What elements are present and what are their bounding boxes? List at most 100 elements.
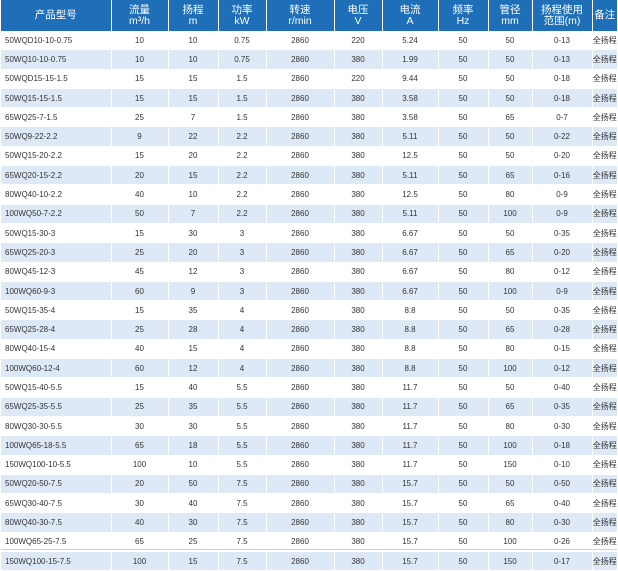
header-row: 产品型号 流量 m³/h 扬程 m 功率 kW 转速 r/min 电压 V 电流 A 频率 Hz 管径 mm 扬程…: [1, 0, 617, 31]
cell-flow: 30: [111, 416, 169, 437]
cell-model: 50WQ15-40-5.5: [1, 377, 112, 398]
column-header-pipe-diameter: 管径 mm: [488, 0, 533, 31]
table-body: 50WQD10-10-0.75 10 10 0.75 2860 220 5.24 50 50 0-…: [1, 31, 617, 571]
cell-remark: 全扬程: [592, 300, 617, 321]
cell-speed: 2860: [266, 281, 335, 302]
cell-voltage: 380: [334, 455, 383, 475]
table-row: 80WQ40-10-2.2 40 10 2.2 2860 380 12.5 50 80 0-9 全扬…: [1, 184, 617, 205]
cell-head: 40: [168, 493, 219, 514]
cell-model: 65WQ30-40-7.5: [1, 493, 112, 514]
cell-head-range: 0-22: [532, 126, 593, 147]
cell-head-range: 0-18: [532, 435, 593, 456]
cell-model: 50WQ15-20-2.2: [1, 146, 112, 167]
column-header-head-unit: m: [188, 14, 198, 27]
cell-voltage: 380: [334, 377, 383, 398]
cell-remark: 全扬程: [592, 184, 617, 205]
table-header: 产品型号 流量 m³/h 扬程 m 功率 kW 转速 r/min 电压 V 电流 A 频率 Hz 管径 mm 扬程…: [1, 0, 617, 31]
cell-power: 7.5: [218, 474, 267, 495]
cell-remark: 全扬程: [592, 532, 617, 553]
column-header-model: 产品型号: [1, 0, 112, 31]
cell-pipe-diameter: 80: [488, 262, 533, 282]
column-header-head-range: 扬程使用 范围(m): [532, 0, 593, 31]
cell-speed: 2860: [266, 146, 335, 167]
cell-speed: 2860: [266, 319, 335, 340]
cell-remark: 全扬程: [592, 262, 617, 282]
cell-speed: 2860: [266, 69, 335, 89]
cell-head: 10: [168, 49, 219, 70]
cell-flow: 20: [111, 474, 169, 495]
cell-head-range: 0-30: [532, 416, 593, 437]
cell-remark: 全扬程: [592, 223, 617, 244]
cell-head: 15: [168, 339, 219, 360]
cell-head: 20: [168, 146, 219, 167]
column-header-model-title: 产品型号: [34, 9, 77, 21]
cell-pipe-diameter: 65: [488, 107, 533, 128]
cell-model: 100WQ50-7-2.2: [1, 204, 112, 224]
cell-pipe-diameter: 150: [488, 455, 533, 475]
cell-current: 5.24: [382, 31, 439, 51]
cell-remark: 全扬程: [592, 455, 617, 475]
cell-flow: 30: [111, 493, 169, 514]
cell-current: 11.7: [382, 455, 439, 475]
cell-head: 7: [168, 107, 219, 128]
cell-head: 35: [168, 300, 219, 321]
cell-voltage: 380: [334, 512, 383, 533]
column-header-speed: 转速 r/min: [266, 0, 335, 31]
table-row: 100WQ65-18-5.5 65 18 5.5 2860 380 11.7 50 100 0-1…: [1, 435, 617, 456]
cell-current: 6.67: [382, 242, 439, 263]
cell-head: 15: [168, 551, 219, 571]
cell-head-range: 0-13: [532, 49, 593, 70]
cell-head: 10: [168, 455, 219, 475]
column-header-frequency: 频率 Hz: [438, 0, 489, 31]
cell-frequency: 50: [438, 146, 489, 167]
cell-current: 12.5: [382, 146, 439, 167]
cell-remark: 全扬程: [592, 377, 617, 398]
cell-head: 30: [168, 512, 219, 533]
cell-current: 15.7: [382, 493, 439, 514]
cell-flow: 15: [111, 69, 169, 89]
cell-model: 50WQ20-50-7.5: [1, 474, 112, 495]
cell-power: 5.5: [218, 455, 267, 475]
cell-flow: 9: [111, 126, 169, 147]
cell-flow: 45: [111, 262, 169, 282]
cell-frequency: 50: [438, 455, 489, 475]
cell-current: 1.99: [382, 49, 439, 70]
table-row: 50WQ15-40-5.5 15 40 5.5 2860 380 11.7 50 50 0-40 全…: [1, 377, 617, 398]
cell-power: 3: [218, 281, 267, 302]
column-header-head: 扬程 m: [168, 0, 219, 31]
cell-remark: 全扬程: [592, 88, 617, 109]
cell-power: 5.5: [218, 397, 267, 417]
cell-flow: 40: [111, 184, 169, 205]
table-row: 80WQ30-30-5.5 30 30 5.5 2860 380 11.7 50 80 0-30 全…: [1, 416, 617, 437]
cell-voltage: 380: [334, 88, 383, 109]
table-bottom-rule: [1, 549, 617, 550]
cell-flow: 65: [111, 532, 169, 553]
cell-remark: 全扬程: [592, 281, 617, 302]
cell-head-range: 0-9: [532, 281, 593, 302]
cell-speed: 2860: [266, 551, 335, 571]
table-row: 50WQ15-30-3 15 30 3 2860 380 6.67 50 50 0-35 全扬程: [1, 223, 617, 244]
cell-flow: 100: [111, 455, 169, 475]
cell-speed: 2860: [266, 300, 335, 321]
cell-model: 50WQ9-22-2.2: [1, 126, 112, 147]
cell-current: 15.7: [382, 532, 439, 553]
cell-pipe-diameter: 50: [488, 223, 533, 244]
cell-pipe-diameter: 50: [488, 146, 533, 167]
column-header-speed-title: 转速: [289, 3, 311, 16]
cell-current: 3.58: [382, 107, 439, 128]
column-header-frequency-title: 频率: [452, 3, 474, 16]
cell-frequency: 50: [438, 397, 489, 417]
cell-power: 2.2: [218, 146, 267, 167]
column-header-power-unit: kW: [234, 14, 250, 27]
cell-voltage: 380: [334, 416, 383, 437]
cell-power: 7.5: [218, 532, 267, 553]
cell-speed: 2860: [266, 88, 335, 109]
cell-pipe-diameter: 100: [488, 281, 533, 302]
cell-power: 4: [218, 300, 267, 321]
cell-voltage: 380: [334, 126, 383, 147]
cell-model: 65WQ25-20-3: [1, 242, 112, 263]
cell-head-range: 0-15: [532, 339, 593, 360]
column-header-remark-title: 备注: [594, 9, 616, 21]
table-row: 65WQ25-35-5.5 25 35 5.5 2860 380 11.7 50 65 0-35 全…: [1, 397, 617, 417]
cell-pipe-diameter: 100: [488, 435, 533, 456]
